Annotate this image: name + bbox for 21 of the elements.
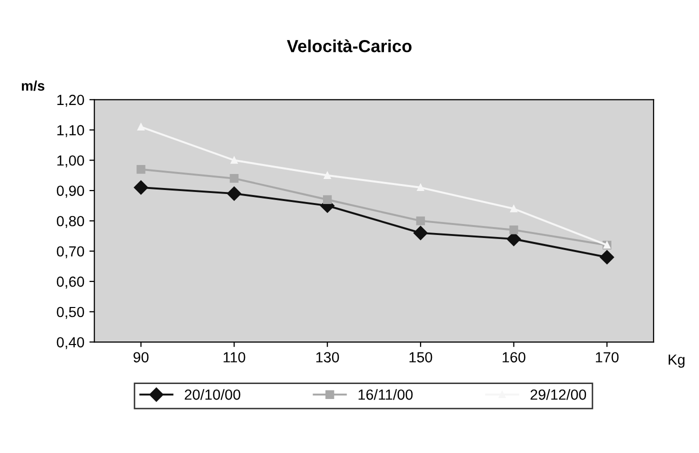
x-tick-label: 130 [316, 352, 339, 362]
y-tick-label: 1,20 [57, 94, 84, 107]
x-tick-label: 110 [224, 352, 246, 362]
y-tick-label: 0,40 [56, 337, 84, 350]
legend-label: 16/11/00 [358, 389, 413, 400]
x-tick-label: 150 [410, 352, 432, 362]
y-tick-label: 0,80 [56, 216, 84, 228]
y-tick-label: 1,10 [57, 125, 84, 138]
chart-title: Velocità-Carico [286, 39, 412, 52]
x-axis-title: Kg [668, 354, 684, 368]
x-tick-label: 160 [502, 352, 526, 362]
y-tick-label: 0,60 [56, 276, 84, 289]
y-tick-label: 0,50 [56, 306, 84, 319]
y-tick-label: 1,00 [57, 155, 84, 168]
y-tick-label: 0,90 [56, 186, 84, 198]
legend-label: 20/10/00 [184, 389, 240, 400]
x-tick-label: 170 [596, 352, 619, 362]
legend-label: 29/12/00 [530, 389, 586, 400]
y-tick-label: 0,70 [56, 246, 84, 258]
x-tick-label: 90 [134, 352, 149, 362]
y-axis-title: m/s [22, 80, 44, 91]
